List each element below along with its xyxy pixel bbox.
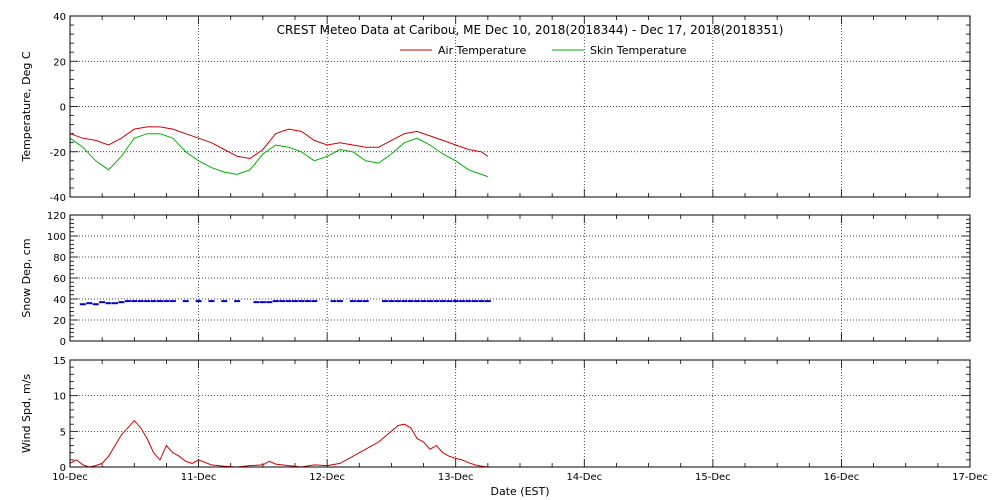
x-tick-label: 14-Dec xyxy=(566,472,602,483)
data-point xyxy=(131,300,138,303)
y-tick-label: 15 xyxy=(53,356,66,367)
y-tick-label: 20 xyxy=(53,57,66,68)
data-point xyxy=(472,300,478,303)
data-point xyxy=(221,300,228,303)
series-snow-depth xyxy=(79,300,491,306)
data-point xyxy=(414,300,421,303)
y-tick-label: -20 xyxy=(50,148,66,159)
data-point xyxy=(298,300,305,303)
data-point xyxy=(208,300,215,303)
y-tick-label: 10 xyxy=(53,392,66,403)
data-point xyxy=(349,300,356,303)
panel-wind: 0 5 10 15 Wind Spd, m/s xyxy=(20,356,971,474)
panel-temp: -40 -20 0 20 40 Temperature, Deg C xyxy=(20,12,971,204)
data-point xyxy=(465,300,472,303)
panel-snow: 0 20 40 60 80 100 120 Snow Dep, cm xyxy=(20,211,971,348)
data-point xyxy=(356,300,363,303)
data-point xyxy=(86,302,93,305)
data-point xyxy=(401,300,408,303)
data-point xyxy=(266,301,273,304)
data-point xyxy=(292,300,298,303)
y-tick-label: 100 xyxy=(47,232,66,243)
data-point xyxy=(439,300,446,303)
data-point xyxy=(478,300,485,303)
x-tick-label: 17-Dec xyxy=(952,472,988,483)
x-tick-label: 12-Dec xyxy=(309,472,345,483)
y-tick-label: 0 xyxy=(60,103,66,114)
chart-panels: -40 -20 0 20 40 Temperature, Deg C 0 20 40 60 80 10… xyxy=(20,12,988,483)
data-point xyxy=(169,300,176,303)
data-point xyxy=(92,303,99,306)
x-tick-label: 15-Dec xyxy=(695,472,731,483)
y-tick-label: 0 xyxy=(60,337,66,348)
legend-label-skin: Skin Temperature xyxy=(590,44,687,57)
y-tick-label: 40 xyxy=(53,12,66,23)
y-tick-label: 5 xyxy=(60,427,66,438)
y-tick-label: 60 xyxy=(53,274,66,285)
data-point xyxy=(118,301,125,304)
data-point xyxy=(79,303,86,306)
y-axis-title: Snow Dep, cm xyxy=(20,238,33,317)
plot-frame xyxy=(69,15,971,198)
plot-frame xyxy=(69,359,971,468)
data-point xyxy=(259,301,266,304)
data-point xyxy=(484,300,491,303)
data-point xyxy=(433,300,440,303)
data-point xyxy=(234,300,241,303)
data-point xyxy=(182,300,189,303)
x-tick-label: 13-Dec xyxy=(438,472,474,483)
y-tick-label: -40 xyxy=(50,193,66,204)
y-tick-label: 0 xyxy=(60,463,66,474)
data-point xyxy=(388,300,395,303)
series-line-air-temperature xyxy=(69,126,489,160)
data-point xyxy=(99,301,106,304)
x-axis-title: Date (EST) xyxy=(490,485,549,498)
data-point xyxy=(144,300,151,303)
y-tick-label: 120 xyxy=(47,211,66,222)
data-point xyxy=(253,301,260,304)
data-point xyxy=(163,300,170,303)
y-tick-label: 20 xyxy=(53,316,66,327)
data-point xyxy=(137,300,144,303)
plot-frame xyxy=(69,214,971,342)
chart-title: CREST Meteo Data at Caribou, ME Dec 10, … xyxy=(277,23,784,37)
data-point xyxy=(150,300,157,303)
y-tick-label: 80 xyxy=(53,253,66,264)
data-point xyxy=(407,300,414,303)
legend-label-air: Air Temperature xyxy=(438,44,527,57)
data-point xyxy=(157,300,163,303)
data-point xyxy=(337,300,343,303)
x-tick-label: 11-Dec xyxy=(181,472,217,483)
data-point xyxy=(311,300,318,303)
y-axis-title: Wind Spd, m/s xyxy=(20,374,33,454)
data-point xyxy=(105,302,112,305)
data-point xyxy=(459,300,466,303)
series-line-wind-speed xyxy=(69,419,488,468)
series-line-skin-temperature xyxy=(69,133,489,178)
data-point xyxy=(382,300,388,303)
data-point xyxy=(362,300,369,303)
data-point xyxy=(427,300,433,303)
data-point xyxy=(124,300,131,303)
data-point xyxy=(285,300,292,303)
data-point xyxy=(452,300,459,303)
x-tick-label: 16-Dec xyxy=(824,472,860,483)
data-point xyxy=(279,300,286,303)
y-tick-label: 40 xyxy=(53,295,66,306)
y-axis-title: Temperature, Deg C xyxy=(20,51,33,162)
data-point xyxy=(394,300,401,303)
data-point xyxy=(446,300,453,303)
data-point xyxy=(112,302,118,305)
x-tick-label: 10-Dec xyxy=(52,472,88,483)
legend: Air Temperature Skin Temperature xyxy=(400,44,687,57)
data-point xyxy=(420,300,427,303)
data-point xyxy=(195,300,202,303)
data-point xyxy=(272,300,279,303)
data-point xyxy=(330,300,337,303)
data-point xyxy=(304,300,311,303)
